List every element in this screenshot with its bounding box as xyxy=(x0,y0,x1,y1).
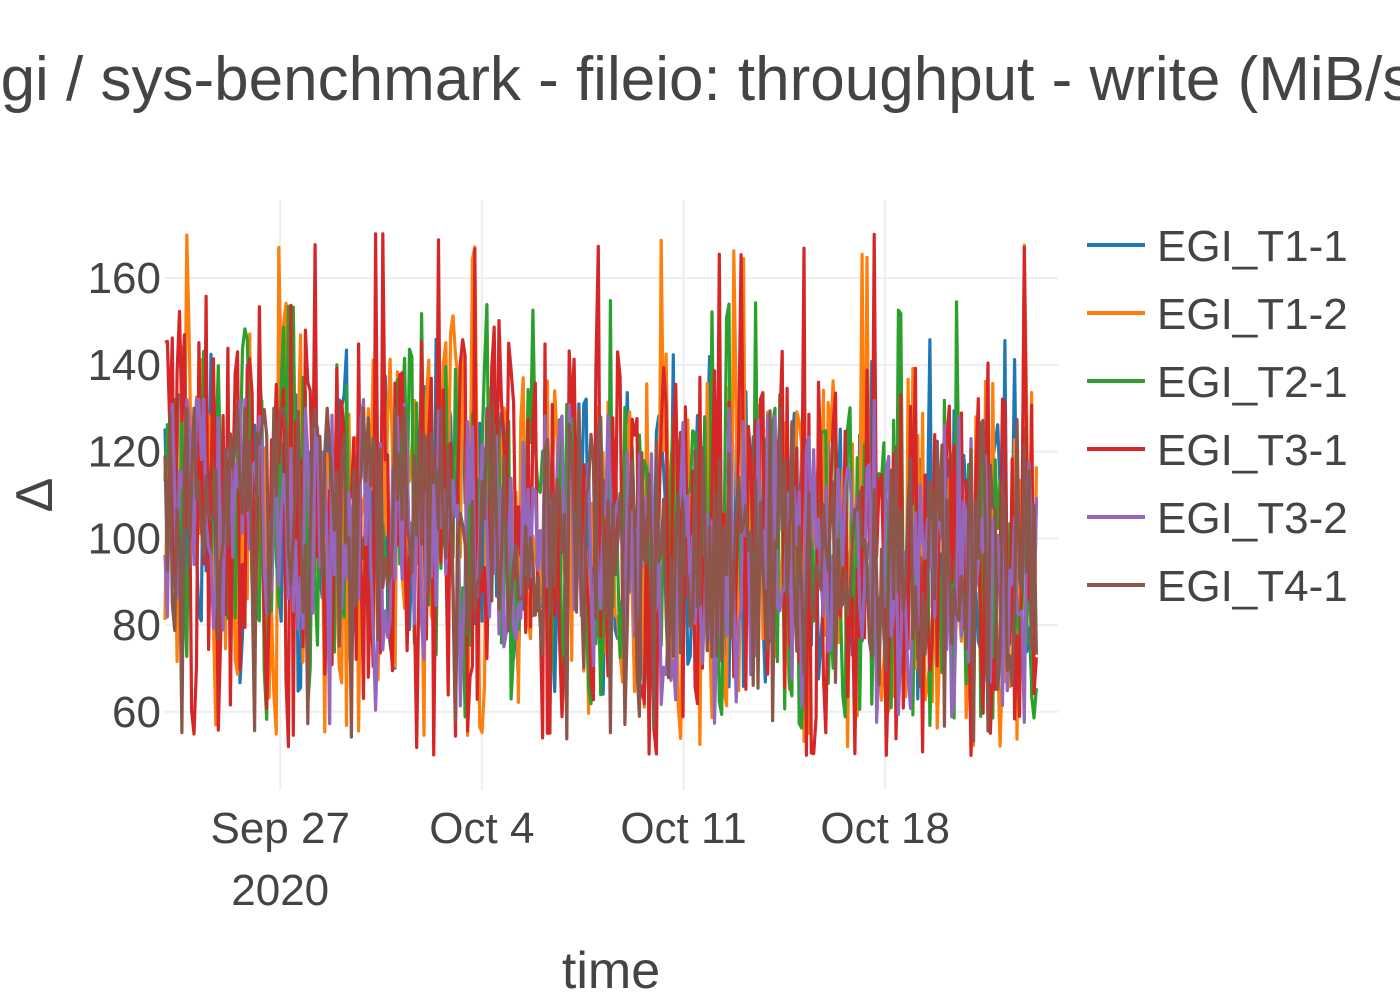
x-tick-label: Oct 11 xyxy=(620,804,746,853)
series-line-egi-t2-1 xyxy=(163,299,1038,730)
legend-label: EGI_T3-1 xyxy=(1157,426,1348,475)
legend-item[interactable]: EGI_T1-2 xyxy=(1087,290,1348,339)
x-tick-label: Oct 4 xyxy=(429,804,534,853)
legend-item[interactable]: EGI_T4-1 xyxy=(1087,562,1348,611)
legend-label: EGI_T3-2 xyxy=(1157,494,1348,543)
legend-item[interactable]: EGI_T2-1 xyxy=(1087,358,1348,407)
y-axis-title: Δ xyxy=(6,478,64,513)
chart-title: egi / sys-benchmark - fileio: throughput… xyxy=(0,45,1400,114)
legend-item[interactable]: EGI_T1-1 xyxy=(1087,222,1348,271)
legend-label: EGI_T4-1 xyxy=(1157,562,1348,611)
x-tick-label: Sep 27 xyxy=(210,804,349,853)
y-tick-label: 60 xyxy=(112,688,161,737)
series-lines xyxy=(163,232,1038,757)
legend-label: EGI_T2-1 xyxy=(1157,358,1348,407)
legend-label: EGI_T1-2 xyxy=(1157,290,1348,339)
legend[interactable]: EGI_T1-1 EGI_T1-2 EGI_T2-1 EGI_T3-1 EGI_T3-2… xyxy=(1087,222,1348,611)
y-tick-label: 120 xyxy=(88,428,161,477)
y-tick-label: 100 xyxy=(88,514,161,563)
y-tick-label: 80 xyxy=(112,601,161,650)
x-tick-sublabel: 2020 xyxy=(231,866,329,915)
legend-item[interactable]: EGI_T3-2 xyxy=(1087,494,1348,543)
x-axis-ticks: Sep 27 2020 Oct 4 Oct 11 Oct 18 xyxy=(210,804,949,915)
series-line-egi-t4-1 xyxy=(163,406,1038,743)
legend-item[interactable]: EGI_T3-1 xyxy=(1087,426,1348,475)
legend-label: EGI_T1-1 xyxy=(1157,222,1348,271)
y-tick-label: 160 xyxy=(88,254,161,303)
y-axis-ticks: 60 80 100 120 140 160 xyxy=(88,254,161,737)
x-tick-label: Oct 18 xyxy=(820,804,950,853)
y-tick-label: 140 xyxy=(88,341,161,390)
x-axis-title: time xyxy=(562,942,660,1000)
